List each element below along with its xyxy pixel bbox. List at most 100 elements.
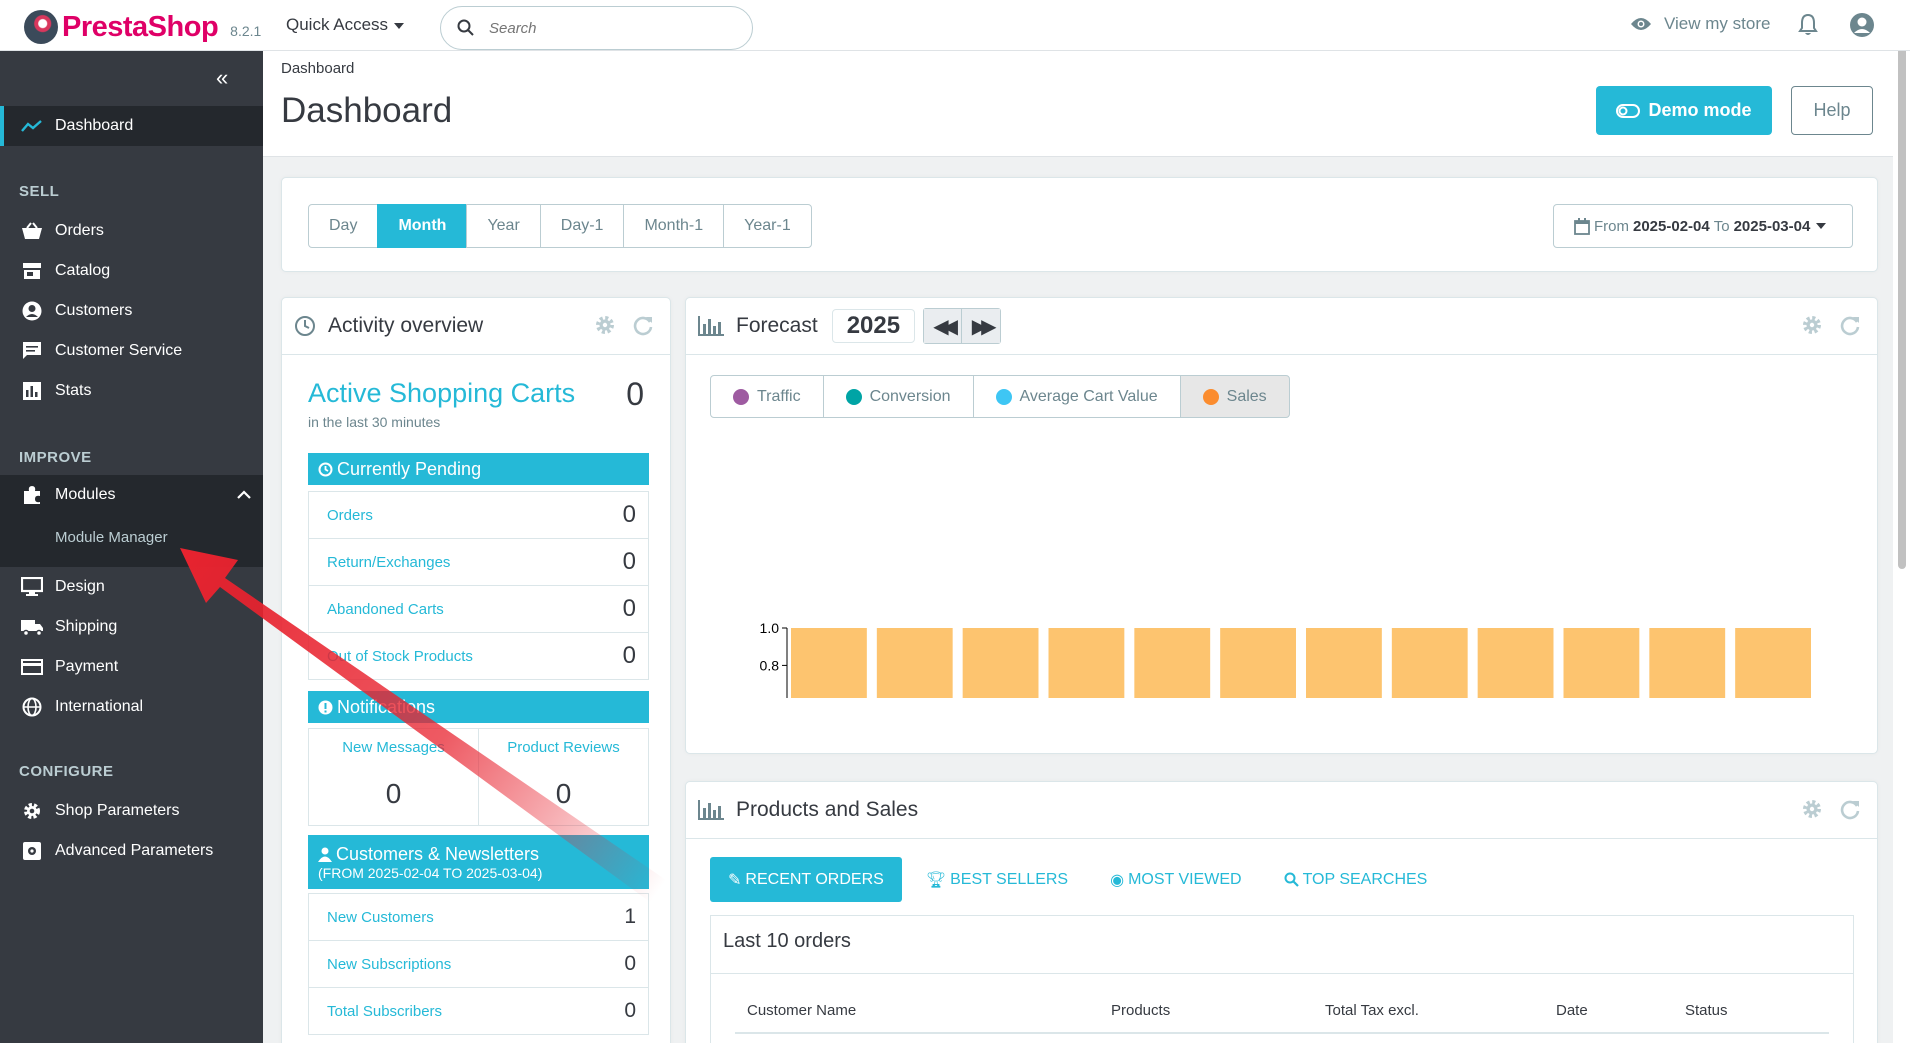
pencil-icon: ✎ [728,871,742,889]
sidebar-item-customers[interactable]: Customers [0,291,263,331]
chevron-up-icon [237,490,251,499]
view-my-store-link[interactable]: View my store [1630,14,1770,34]
active-carts-label[interactable]: Active Shopping Carts [308,378,576,408]
period-month-button[interactable]: Month [377,204,468,248]
sidebar-item-customer-service[interactable]: Customer Service [0,331,263,371]
tab-most-viewed[interactable]: ◉ MOST VIEWED [1092,857,1259,902]
sidebar-item-shipping[interactable]: Shipping [0,607,263,647]
sidebar-item-modules[interactable]: Modules [0,475,263,515]
breadcrumb[interactable]: Dashboard [281,60,355,77]
gear-icon[interactable] [1801,798,1823,820]
sidebar-item-advanced-parameters[interactable]: Advanced Parameters [0,831,263,871]
user-account-menu[interactable] [1849,12,1875,43]
bar-february [876,628,953,698]
next-year-icon[interactable]: ▶▶ [962,309,1001,343]
legend-conversion-button[interactable]: Conversion [822,375,974,418]
sidebar-item-orders[interactable]: Orders [0,211,263,251]
sidebar: « Dashboard SELL Orders Catalog Customer… [0,51,263,1043]
gear-icon [20,799,44,823]
tab-top-searches[interactable]: TOP SEARCHES [1266,857,1446,902]
bar-june [1220,628,1296,698]
period-day-1-button[interactable]: Day-1 [539,204,625,248]
bar-january [791,628,867,698]
refresh-icon[interactable] [632,314,654,336]
search-input[interactable] [489,19,719,37]
refresh-icon[interactable] [1839,314,1861,336]
gear-icon[interactable] [1801,314,1823,336]
bar-chart-icon [698,800,724,820]
cart-value-dot-icon [995,388,1012,405]
user-circle-icon [1850,13,1874,37]
bar-december [1735,628,1811,698]
pending-value: 0 [622,501,636,528]
legend-sales-button[interactable]: Sales [1179,375,1290,418]
new-subscriptions-row[interactable]: New Subscriptions 0 [308,940,649,988]
page-scrollbar[interactable] [1893,0,1910,1043]
sidebar-item-label: Customers [55,302,133,319]
product-reviews-value: 0 [555,778,572,809]
tab-label: RECENT ORDERS [745,870,884,888]
notifications-box: New Messages 0 Product Reviews 0 [308,728,649,826]
to-date: 2025-03-04 [1733,217,1811,235]
new-messages-label: New Messages [342,739,445,756]
collapse-sidebar-icon[interactable]: « [216,65,228,90]
truck-icon [20,615,44,639]
sidebar-item-module-manager[interactable]: Module Manager [55,529,168,546]
product-reviews-label: Product Reviews [507,739,620,756]
legend-average-cart-value-button[interactable]: Average Cart Value [972,375,1181,418]
bar-august [1391,628,1468,698]
sidebar-item-shop-parameters[interactable]: Shop Parameters [0,791,263,831]
prestashop-logo[interactable]: PrestaShop 8.2.1 [24,10,261,44]
pending-returns-row[interactable]: Return/Exchanges 0 [308,538,649,586]
period-button-group: Day Month Year Day-1 Month-1 Year-1 [308,204,812,248]
sidebar-item-stats[interactable]: Stats [0,371,263,411]
sidebar-item-international[interactable]: International [0,687,263,727]
credit-card-icon [20,655,44,679]
clock-icon [295,316,315,336]
previous-year-icon[interactable]: ◀◀ [924,309,963,343]
period-day-button[interactable]: Day [308,204,379,248]
bell-icon [1798,13,1818,35]
products-tabs: ✎ RECENT ORDERS 🏆︎ BEST SELLERS ◉ MOST VIEW… [710,857,1451,902]
help-button[interactable]: Help [1791,86,1873,135]
demo-mode-button[interactable]: Demo mode [1596,86,1772,135]
globe-icon [20,695,44,719]
period-year-1-button[interactable]: Year-1 [723,204,812,248]
tab-recent-orders[interactable]: ✎ RECENT ORDERS [710,857,902,902]
pending-value: 0 [622,642,636,669]
traffic-dot-icon [733,388,749,405]
gear-icon[interactable] [594,314,616,336]
sidebar-item-dashboard[interactable]: Dashboard [0,106,263,146]
period-year-button[interactable]: Year [466,204,541,248]
account-circle-icon [20,299,44,323]
products-header: Products and Sales [686,782,1877,839]
total-subscribers-row[interactable]: Total Subscribers 0 [308,987,649,1035]
date-range-picker[interactable]: From 2025-02-04 To 2025-03-04 [1553,204,1853,248]
product-reviews-cell[interactable]: Product Reviews 0 [479,729,648,825]
tab-best-sellers[interactable]: 🏆︎ BEST SELLERS [908,857,1086,902]
pending-abandoned-carts-row[interactable]: Abandoned Carts 0 [308,585,649,633]
scrollbar-thumb[interactable] [1898,24,1906,569]
sidebar-item-label: Payment [55,658,119,675]
sidebar-item-catalog[interactable]: Catalog [0,251,263,291]
sidebar-item-label: International [55,698,144,715]
refresh-icon[interactable] [1839,798,1861,820]
trending-icon [20,114,44,138]
pending-out-of-stock-row[interactable]: Out of Stock Products 0 [308,632,649,680]
year-navigation: ◀◀ ▶▶ [923,308,1002,344]
tab-label: TOP SEARCHES [1302,870,1428,888]
sidebar-item-payment[interactable]: Payment [0,647,263,687]
sidebar-item-label: Catalog [55,262,111,279]
pending-orders-row[interactable]: Orders 0 [308,491,649,539]
new-customers-row[interactable]: New Customers 1 [308,893,649,941]
new-messages-cell[interactable]: New Messages 0 [309,729,479,825]
page-header: Dashboard Dashboard Demo mode Help [263,51,1910,157]
column-header-products: Products [1111,1002,1171,1019]
search-box[interactable] [440,6,753,50]
quick-access-dropdown[interactable]: Quick Access [286,15,405,35]
customers-label: Total Subscribers [327,1002,443,1020]
sidebar-item-design[interactable]: Design [0,567,263,607]
period-month-1-button[interactable]: Month-1 [623,204,725,248]
legend-traffic-button[interactable]: Traffic [710,375,824,418]
notifications-bell[interactable] [1797,13,1819,42]
